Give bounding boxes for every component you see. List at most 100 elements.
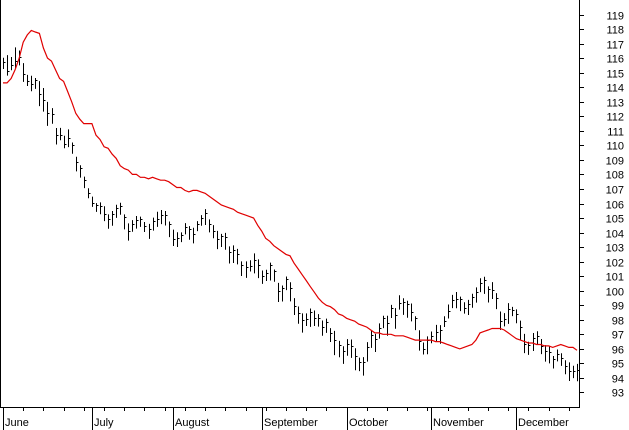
price-bar (330, 328, 333, 343)
x-tick-label: August (175, 417, 209, 429)
price-bar (440, 325, 443, 344)
price-bar (512, 306, 515, 317)
price-bar (411, 303, 414, 322)
price-bar (399, 295, 402, 310)
y-tick-label: 117 (606, 40, 624, 52)
x-tick-label: October (349, 417, 388, 429)
price-bar (116, 204, 119, 218)
price-bar (423, 342, 426, 355)
price-bar (233, 245, 236, 263)
y-tick-label: 93 (612, 388, 624, 400)
price-bar (387, 315, 390, 336)
price-bar (306, 313, 309, 327)
price-bar (359, 357, 362, 372)
y-tick-label: 97 (612, 330, 624, 342)
price-bar (448, 304, 451, 319)
x-tick-label: November (433, 417, 484, 429)
price-bar (367, 342, 370, 362)
price-bar (229, 246, 232, 264)
price-bar (258, 259, 261, 279)
price-bar (468, 299, 471, 315)
price-bar (47, 101, 50, 126)
price-bar (132, 220, 135, 232)
price-bar (516, 309, 519, 324)
price-bar (343, 346, 346, 364)
price-bar (290, 282, 293, 302)
price-bar (241, 261, 244, 277)
y-tick-label: 104 (606, 229, 624, 241)
price-bar (561, 353, 564, 366)
price-bar (278, 282, 281, 303)
price-bar (108, 214, 111, 229)
y-tick-label: 109 (606, 156, 624, 168)
price-bar (347, 339, 350, 356)
price-bar (92, 196, 95, 207)
price-bar (524, 333, 527, 354)
price-bar (452, 294, 455, 309)
price-bar (508, 303, 511, 324)
price-bar (43, 87, 46, 112)
price-bar (246, 261, 249, 278)
price-bar (250, 260, 253, 272)
price-bar (537, 331, 540, 345)
price-bar (88, 188, 91, 199)
price-bar (379, 323, 382, 339)
price-bar (11, 56, 14, 71)
price-bar (545, 345, 548, 362)
x-tick-label: June (5, 417, 29, 429)
price-bar (488, 286, 491, 303)
price-bar (15, 47, 18, 69)
price-bar (254, 253, 257, 274)
price-bar (480, 278, 483, 293)
price-bar (56, 128, 59, 145)
price-bar (128, 223, 131, 241)
price-bar (149, 223, 152, 239)
price-bar (363, 357, 366, 376)
price-bar (205, 209, 208, 226)
price-bar (395, 308, 398, 329)
price-bar (391, 304, 394, 319)
price-bar (112, 211, 115, 226)
price-bar (140, 216, 143, 227)
moving-average-path (3, 29, 578, 351)
y-tick-label: 110 (606, 141, 624, 153)
price-bar (161, 210, 164, 225)
price-bar (270, 262, 273, 281)
price-bar (431, 331, 434, 344)
price-bar (177, 232, 180, 247)
price-bar (189, 226, 192, 240)
price-bar (557, 349, 560, 362)
price-bar (266, 269, 269, 281)
price-bar (262, 270, 265, 284)
y-tick-label: 112 (606, 112, 624, 124)
price-bars (3, 47, 580, 382)
price-bar (492, 282, 495, 299)
price-bar (549, 346, 552, 364)
price-bar (504, 313, 507, 327)
price-bar (415, 316, 418, 331)
price-bar (60, 127, 63, 141)
x-tick-label: September (264, 417, 318, 429)
price-bar (7, 55, 10, 76)
price-bar (201, 215, 204, 226)
price-bar (520, 320, 523, 341)
price-bar (3, 57, 6, 70)
price-bar (185, 223, 188, 235)
y-tick-label: 106 (606, 200, 624, 212)
y-tick-label: 114 (606, 83, 624, 95)
price-bar (52, 108, 55, 124)
price-bar (427, 336, 430, 355)
price-bar (96, 203, 99, 212)
price-bar (565, 360, 568, 375)
price-bar (383, 315, 386, 329)
y-tick-label: 115 (606, 69, 624, 81)
price-bar (27, 74, 30, 87)
price-bar (286, 276, 289, 291)
price-bar (169, 221, 172, 238)
price-bar (153, 217, 156, 231)
price-bar (351, 339, 354, 358)
price-bar (274, 269, 277, 282)
y-tick-label: 101 (606, 272, 624, 284)
price-bar (476, 287, 479, 303)
x-tick-label: December (518, 417, 569, 429)
